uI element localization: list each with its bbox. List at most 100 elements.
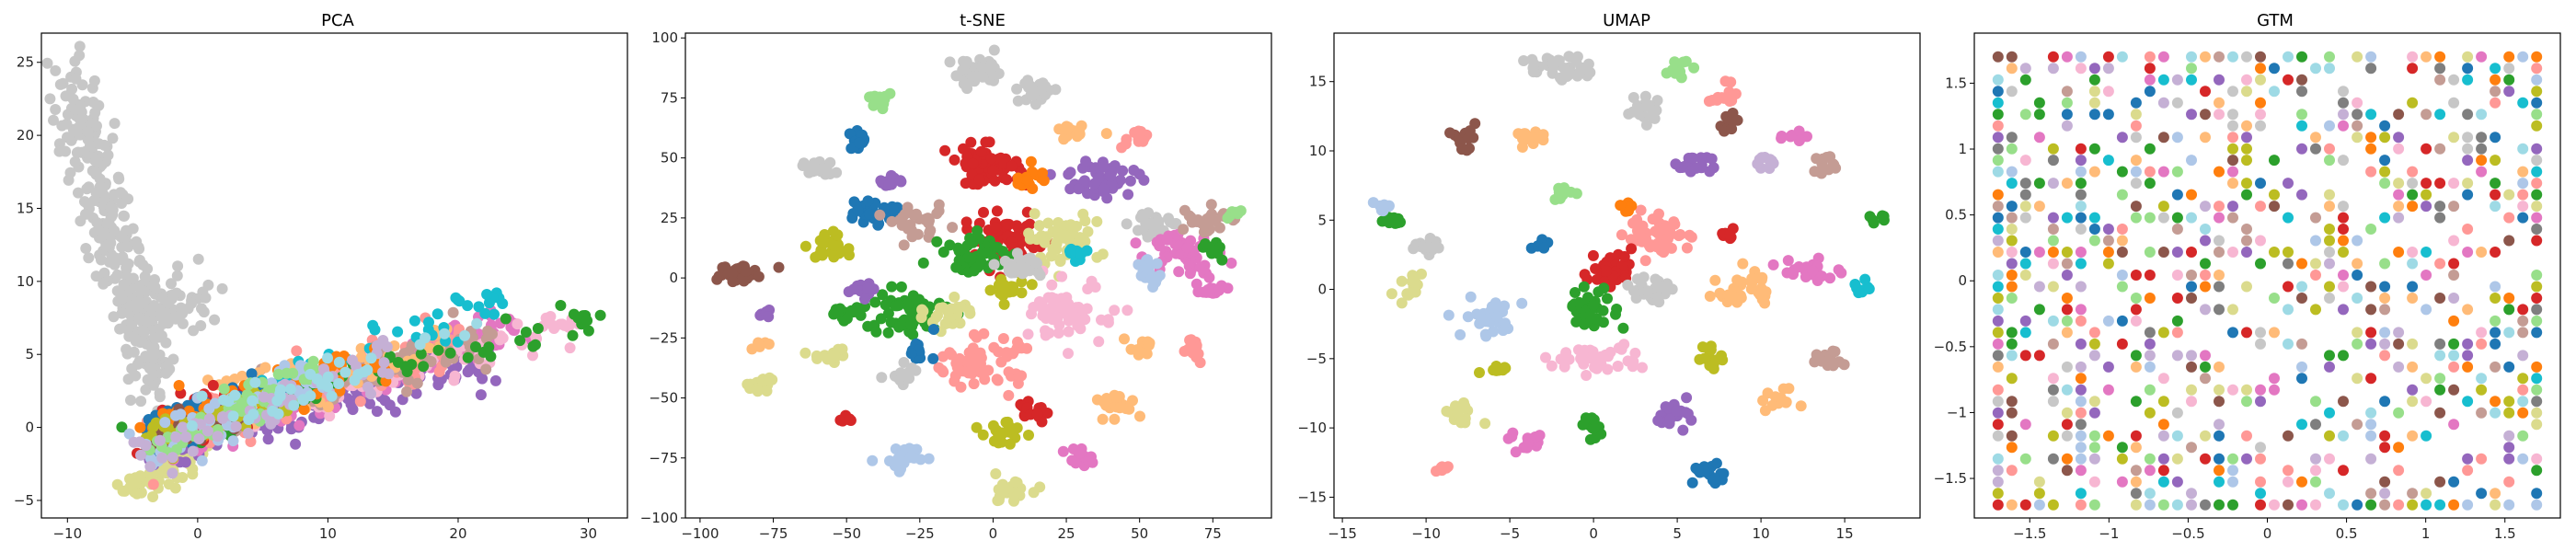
scatter-point (1807, 265, 1819, 277)
scatter-point (2186, 270, 2197, 281)
scatter-point (2088, 453, 2100, 465)
scatter-point (1686, 477, 1698, 489)
y-tick-label: 10 (1309, 143, 1327, 159)
scatter-point (2186, 51, 2197, 63)
scatter-point (874, 209, 886, 221)
scatter-point (1736, 276, 1748, 288)
scatter-point (285, 383, 296, 395)
scatter-point (2186, 499, 2197, 511)
scatter-point (1762, 387, 1774, 399)
scatter-point (1098, 183, 1110, 195)
scatter-point (2462, 396, 2474, 408)
scatter-point (177, 421, 189, 433)
scatter-point (905, 348, 917, 360)
scatter-point (2365, 166, 2377, 178)
scatter-point (2517, 430, 2529, 442)
scatter-point (1036, 297, 1048, 309)
scatter-point (2365, 453, 2377, 465)
scatter-point (1004, 438, 1016, 450)
scatter-point (1795, 400, 1807, 412)
scatter-point (2088, 338, 2100, 350)
scatter-point (1625, 234, 1637, 246)
scatter-point (2130, 155, 2142, 167)
scatter-point (2296, 293, 2307, 304)
scatter-point (2490, 338, 2501, 350)
scatter-point (2531, 166, 2543, 178)
scatter-point (1637, 220, 1649, 232)
scatter-point (1664, 413, 1676, 425)
scatter-point (203, 413, 215, 425)
scatter-point (462, 300, 474, 312)
scatter-point (976, 62, 988, 73)
scatter-point (998, 298, 1010, 310)
scatter-point (2476, 327, 2488, 339)
scatter-point (2047, 63, 2059, 75)
scatter-point (2434, 178, 2446, 190)
scatter-point (2462, 453, 2474, 465)
scatter-point (2503, 430, 2515, 442)
scatter-point (475, 389, 487, 401)
scatter-point (90, 270, 102, 282)
scatter-point (2088, 327, 2100, 339)
scatter-point (1647, 213, 1659, 225)
scatter-point (2200, 235, 2211, 247)
scatter-point (1053, 319, 1065, 331)
scatter-point (2061, 247, 2073, 258)
scatter-point (2130, 476, 2142, 488)
scatter-point (1706, 153, 1718, 165)
scatter-point (2186, 281, 2197, 293)
scatter-point (2157, 51, 2169, 63)
scatter-point (2019, 315, 2031, 327)
scatter-point (2531, 224, 2543, 235)
scatter-point (907, 328, 919, 340)
scatter-point (1443, 309, 1455, 321)
scatter-point (2283, 258, 2294, 270)
scatter-point (2019, 453, 2031, 465)
scatter-point (50, 104, 62, 115)
scatter-point (2033, 109, 2045, 121)
scatter-point (2324, 235, 2335, 247)
scatter-point (953, 255, 965, 266)
scatter-point (2352, 258, 2363, 270)
scatter-point (954, 352, 965, 364)
scatter-point (540, 312, 552, 324)
scatter-point (2061, 51, 2073, 63)
scatter-point (1026, 279, 1038, 291)
scatter-point (2352, 97, 2363, 109)
scatter-point (1395, 216, 1406, 228)
scatter-point (2227, 86, 2238, 98)
scatter-point (2144, 384, 2156, 396)
scatter-point (2448, 97, 2460, 109)
scatter-point (2019, 247, 2031, 258)
scatter-point (1538, 242, 1550, 254)
scatter-point (1051, 236, 1063, 248)
scatter-point (2102, 430, 2114, 442)
scatter-point (581, 315, 593, 327)
y-tick-label: 1 (1958, 141, 1967, 157)
scatter-point (862, 195, 874, 207)
x-tick-label: 0 (989, 525, 998, 542)
scatter-point (2393, 338, 2405, 350)
scatter-point (975, 145, 987, 157)
scatter-point (897, 212, 909, 224)
scatter-point (2075, 499, 2087, 511)
scatter-point (2200, 86, 2211, 98)
scatter-point (2421, 270, 2432, 281)
scatter-point (298, 404, 310, 416)
scatter-point (2283, 430, 2294, 442)
scatter-point (2214, 304, 2225, 316)
scatter-point (1029, 98, 1041, 110)
scatter-point (2434, 63, 2446, 75)
scatter-point (2379, 178, 2391, 190)
scatter-point (2462, 109, 2474, 121)
scatter-point (2379, 499, 2391, 511)
scatter-point (2338, 155, 2349, 167)
scatter-point (1640, 119, 1652, 131)
scatter-point (362, 381, 374, 393)
scatter-point (2047, 281, 2059, 293)
scatter-point (2531, 488, 2543, 500)
scatter-point (2338, 281, 2349, 293)
scatter-point (170, 431, 182, 443)
scatter-point (2227, 327, 2238, 339)
scatter-point (2186, 384, 2197, 396)
